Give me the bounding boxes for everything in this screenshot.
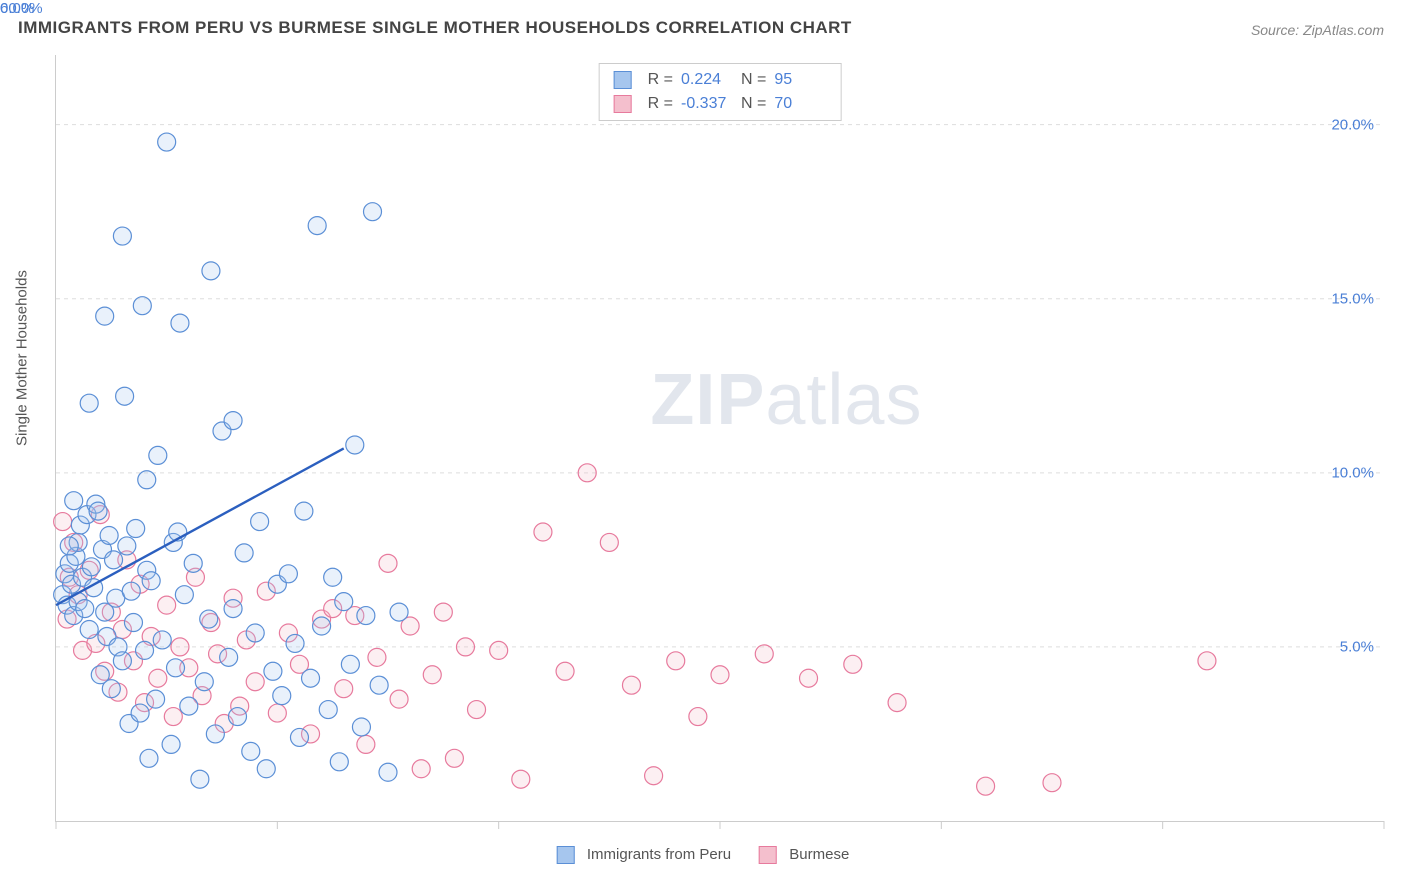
n-label: N = [741,92,766,116]
legend-label-peru: Immigrants from Peru [587,846,731,863]
legend-label-burmese: Burmese [789,846,849,863]
legend-item-peru: Immigrants from Peru [557,846,731,864]
legend-item-burmese: Burmese [759,846,849,864]
y-tick-label: 10.0% [1331,464,1374,481]
swatch-peru-bottom [557,846,575,864]
r-value-peru: 0.224 [681,68,733,92]
r-label: R = [648,68,673,92]
y-tick-label: 15.0% [1331,290,1374,307]
n-value-peru: 95 [774,68,826,92]
swatch-burmese-bottom [759,846,777,864]
y-tick-label: 20.0% [1331,116,1374,133]
y-tick-label: 5.0% [1340,638,1374,655]
r-value-burmese: -0.337 [681,92,733,116]
plot-area: ZIPatlas R = 0.224 N = 95 R = -0.337 N =… [55,55,1384,822]
bottom-legend: Immigrants from Peru Burmese [557,846,850,864]
chart-title: IMMIGRANTS FROM PERU VS BURMESE SINGLE M… [18,18,852,38]
legend-row-burmese: R = -0.337 N = 70 [614,92,827,116]
swatch-peru [614,71,632,89]
n-label: N = [741,68,766,92]
x-tick-60: 60.0% [0,0,43,17]
y-axis-label: Single Mother Households [14,270,31,446]
source-label: Source: ZipAtlas.com [1251,22,1384,38]
plot-svg [56,55,1384,821]
swatch-burmese [614,95,632,113]
legend-row-peru: R = 0.224 N = 95 [614,68,827,92]
correlation-legend: R = 0.224 N = 95 R = -0.337 N = 70 [599,63,842,121]
n-value-burmese: 70 [774,92,826,116]
r-label: R = [648,92,673,116]
